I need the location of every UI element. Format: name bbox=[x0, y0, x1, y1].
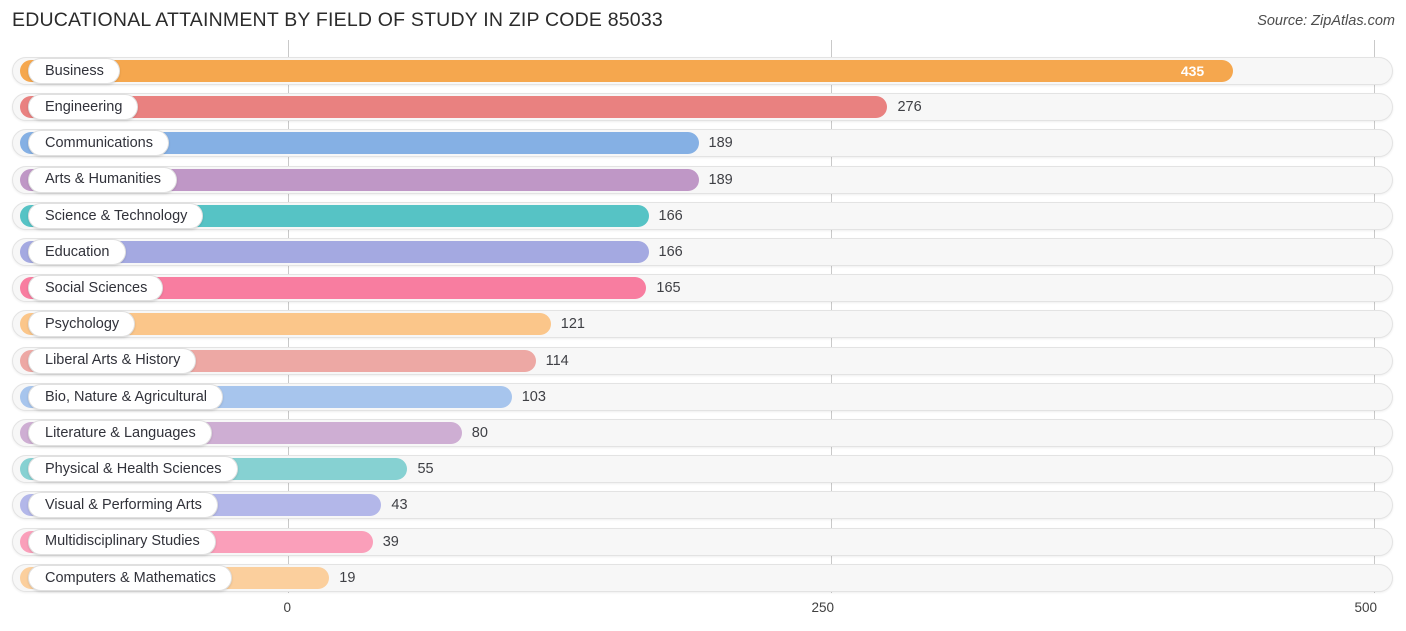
bar bbox=[20, 277, 647, 300]
bar-row[interactable]: Bio, Nature & Agricultural 103 bbox=[0, 381, 1406, 413]
bar-row[interactable]: Psychology 121 bbox=[0, 308, 1406, 340]
bar-row[interactable]: Communications 189 bbox=[0, 127, 1406, 159]
category-pill: Social Sciences bbox=[28, 275, 164, 302]
category-label: Literature & Languages bbox=[45, 424, 196, 441]
bar-value-label: 55 bbox=[417, 461, 434, 478]
bar-value-label: 19 bbox=[339, 569, 356, 586]
category-pill: Visual & Performing Arts bbox=[28, 492, 218, 519]
bar bbox=[20, 132, 699, 155]
category-pill: Communications bbox=[28, 130, 169, 157]
category-label: Visual & Performing Arts bbox=[45, 497, 202, 514]
x-tick-label: 250 bbox=[811, 600, 834, 615]
x-tick-label: 500 bbox=[1354, 600, 1377, 615]
bar bbox=[20, 313, 551, 336]
bar-value-label: 114 bbox=[545, 352, 569, 369]
category-label: Liberal Arts & History bbox=[45, 352, 181, 369]
category-label: Bio, Nature & Agricultural bbox=[45, 388, 207, 405]
category-label: Science & Technology bbox=[45, 207, 188, 224]
category-pill: Physical & Health Sciences bbox=[28, 456, 238, 483]
bar-value-label: 80 bbox=[471, 425, 488, 441]
bar-value-label: 189 bbox=[708, 135, 733, 152]
category-label: Communications bbox=[45, 135, 153, 152]
bar bbox=[20, 96, 888, 119]
category-pill: Business bbox=[28, 58, 120, 84]
bar-value-label: 43 bbox=[391, 497, 408, 514]
category-label: Arts & Humanities bbox=[45, 171, 162, 188]
bar bbox=[20, 60, 1233, 82]
chart-header: EDUCATIONAL ATTAINMENT BY FIELD OF STUDY… bbox=[0, 0, 1406, 40]
bar-row[interactable]: Social Sciences 165 bbox=[0, 272, 1406, 304]
category-pill: Science & Technology bbox=[28, 202, 204, 229]
category-label: Education bbox=[45, 243, 110, 260]
category-label: Social Sciences bbox=[45, 279, 148, 296]
bar-row[interactable]: Science & Technology 166 bbox=[0, 200, 1406, 232]
category-pill: Psychology bbox=[28, 311, 136, 338]
x-tick-label: 0 bbox=[283, 600, 291, 615]
plot-area: Business 435 Engineering 276 Communications 1… bbox=[0, 40, 1406, 593]
bar-row[interactable]: Multidisciplinary Studies 39 bbox=[0, 526, 1406, 558]
x-axis: 0 250 500 bbox=[0, 593, 1406, 631]
category-pill: Liberal Arts & History bbox=[28, 347, 197, 374]
source-attribution: Source: ZipAtlas.com bbox=[1257, 13, 1395, 29]
category-label: Engineering bbox=[45, 98, 123, 115]
bar-value-label: 166 bbox=[658, 244, 683, 260]
bar-row[interactable]: Liberal Arts & History 114 bbox=[0, 345, 1406, 377]
category-pill: Engineering bbox=[28, 94, 139, 121]
category-pill: Literature & Languages bbox=[28, 420, 212, 446]
bar-row[interactable]: Literature & Languages 80 bbox=[0, 417, 1406, 449]
category-label: Psychology bbox=[45, 316, 120, 333]
category-label: Business bbox=[45, 62, 104, 79]
bar-row[interactable]: Education 166 bbox=[0, 236, 1406, 268]
bar-value-label: 165 bbox=[656, 280, 681, 297]
bar-row[interactable]: Visual & Performing Arts 43 bbox=[0, 489, 1406, 521]
bar-value-label: 276 bbox=[897, 99, 922, 116]
category-pill: Bio, Nature & Agricultural bbox=[28, 383, 223, 410]
bar-value-label: 103 bbox=[521, 388, 546, 405]
bar-value-label: 189 bbox=[708, 171, 733, 188]
bar-row[interactable]: Computers & Mathematics 19 bbox=[0, 562, 1406, 594]
bar bbox=[20, 168, 699, 191]
bar-value-label: 39 bbox=[382, 533, 399, 550]
category-pill: Multidisciplinary Studies bbox=[28, 528, 216, 555]
bar-value-label: 166 bbox=[658, 207, 683, 224]
category-pill: Computers & Mathematics bbox=[28, 564, 232, 591]
category-pill: Education bbox=[28, 239, 126, 265]
bar-row[interactable]: Engineering 276 bbox=[0, 91, 1406, 123]
bar-value-label: 121 bbox=[560, 316, 585, 333]
category-label: Physical & Health Sciences bbox=[45, 460, 222, 477]
category-pill: Arts & Humanities bbox=[28, 166, 178, 193]
category-label: Multidisciplinary Studies bbox=[45, 533, 200, 550]
bar bbox=[20, 241, 649, 263]
bar-value-label: 435 bbox=[1180, 63, 1205, 79]
bar-row[interactable]: Physical & Health Sciences 55 bbox=[0, 453, 1406, 485]
category-label: Computers & Mathematics bbox=[45, 569, 216, 586]
bar-row[interactable]: Arts & Humanities 189 bbox=[0, 164, 1406, 196]
bar-row[interactable]: Business 435 bbox=[0, 55, 1406, 87]
page-title: EDUCATIONAL ATTAINMENT BY FIELD OF STUDY… bbox=[12, 9, 663, 31]
